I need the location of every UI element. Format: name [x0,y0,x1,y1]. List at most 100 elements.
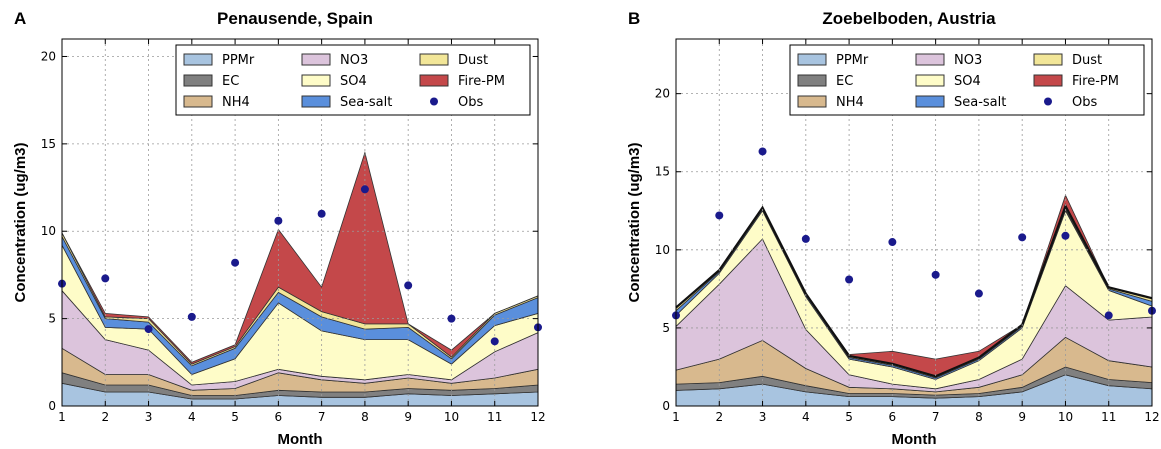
legend-item-sea-salt: Sea-salt [301,95,392,110]
y-axis-label: Concentration (ug/m3) [626,142,643,302]
x-tick-label: 6 [889,410,897,424]
legend-label: PPMr [222,53,255,68]
x-tick-label: 2 [715,410,723,424]
legend-label: SO4 [340,74,367,89]
obs-point [360,185,369,194]
y-tick-label: 15 [655,165,670,179]
obs-point [974,289,983,298]
x-tick-label: 7 [318,410,326,424]
legend-label: Obs [1072,95,1097,110]
x-tick-label: 1 [672,410,680,424]
legend-swatch [183,74,213,87]
legend-swatch [797,53,827,66]
legend-box [175,44,531,116]
chart-title: Zoebelboden, Austria [822,9,996,28]
chart-title: Penausende, Spain [217,9,373,28]
obs-point [801,234,810,243]
total-line [675,203,1153,378]
legend-label: SO4 [954,74,981,89]
legend-label: Dust [1072,53,1102,68]
legend-item-sea-salt: Sea-salt [915,95,1006,110]
x-tick-label: 12 [530,410,545,424]
legend-swatch [183,53,213,66]
legend-item-so4: SO4 [301,74,367,89]
legend-swatch [183,95,213,108]
legend-item-nh4: NH4 [183,95,250,110]
y-tick-label: 10 [41,224,56,238]
obs-point [845,275,854,284]
obs-point [490,337,499,346]
legend: PPMr EC NH4 NO3 SO4 Sea-salt Dust Fire-PM Obs [789,44,1145,116]
y-tick-label: 10 [655,243,670,257]
legend-label: Dust [458,53,488,68]
obs-point [447,314,456,323]
legend-label: Fire-PM [1072,74,1119,89]
obs-point [144,325,153,334]
legend-item-obs: Obs [1044,95,1097,110]
legend-swatch [419,53,449,66]
x-tick-label: 12 [1144,410,1159,424]
legend-item-fire-pm: Fire-PM [1033,74,1119,89]
obs-point [1104,311,1113,320]
legend-swatch [797,74,827,87]
obs-point [1061,231,1070,240]
legend-item-obs: Obs [430,95,483,110]
legend-item-ppmr: PPMr [797,53,869,68]
obs-point [758,147,767,156]
legend-swatch [797,95,827,108]
legend-swatch [419,74,449,87]
legend-swatch [915,74,945,87]
obs-point [317,209,326,218]
legend-label: NO3 [340,53,368,68]
legend-item-fire-pm: Fire-PM [419,74,505,89]
legend-label: PPMr [836,53,869,68]
x-tick-label: 2 [101,410,109,424]
y-tick-label: 5 [662,321,670,335]
legend-swatch [301,74,331,87]
legend-box [789,44,1145,116]
x-tick-label: 3 [145,410,153,424]
legend-swatch [915,53,945,66]
legend: PPMr EC NH4 NO3 SO4 Sea-salt Dust Fire-PM Obs [175,44,531,116]
x-tick-label: 4 [802,410,810,424]
axes-frame [675,38,1153,407]
obs-point [404,281,413,290]
panel-letter: B [628,9,640,28]
y-tick-label: 20 [655,87,670,101]
x-tick-label: 11 [487,410,502,424]
legend-label: Obs [458,95,483,110]
x-tick-label: 9 [1018,410,1026,424]
legend-item-nh4: NH4 [797,95,864,110]
legend-marker [430,97,438,106]
x-tick-label: 9 [404,410,412,424]
y-tick-label: 20 [41,49,56,63]
legend-item-ppmr: PPMr [183,53,255,68]
x-tick-label: 7 [932,410,940,424]
axes-frame [61,38,539,407]
legend-label: NH4 [222,95,250,110]
y-tick-label: 15 [41,137,56,151]
x-tick-label: 10 [1058,410,1073,424]
obs-point [715,211,724,220]
x-tick-label: 8 [975,410,983,424]
legend-item-dust: Dust [419,53,488,68]
x-axis-label: Month [278,431,323,448]
legend-swatch [915,95,945,108]
legend-swatch [301,95,331,108]
obs-point [187,312,196,321]
x-tick-label: 8 [361,410,369,424]
x-tick-label: 3 [759,410,767,424]
x-tick-label: 4 [188,410,196,424]
x-tick-label: 1 [58,410,66,424]
legend-swatch [1033,53,1063,66]
legend-label: Fire-PM [458,74,505,89]
x-axis-label: Month [892,431,937,448]
obs-point [931,270,940,279]
panel-letter: A [14,9,26,28]
x-tick-label: 5 [845,410,853,424]
obs-point [101,274,110,283]
obs-point [231,258,240,267]
